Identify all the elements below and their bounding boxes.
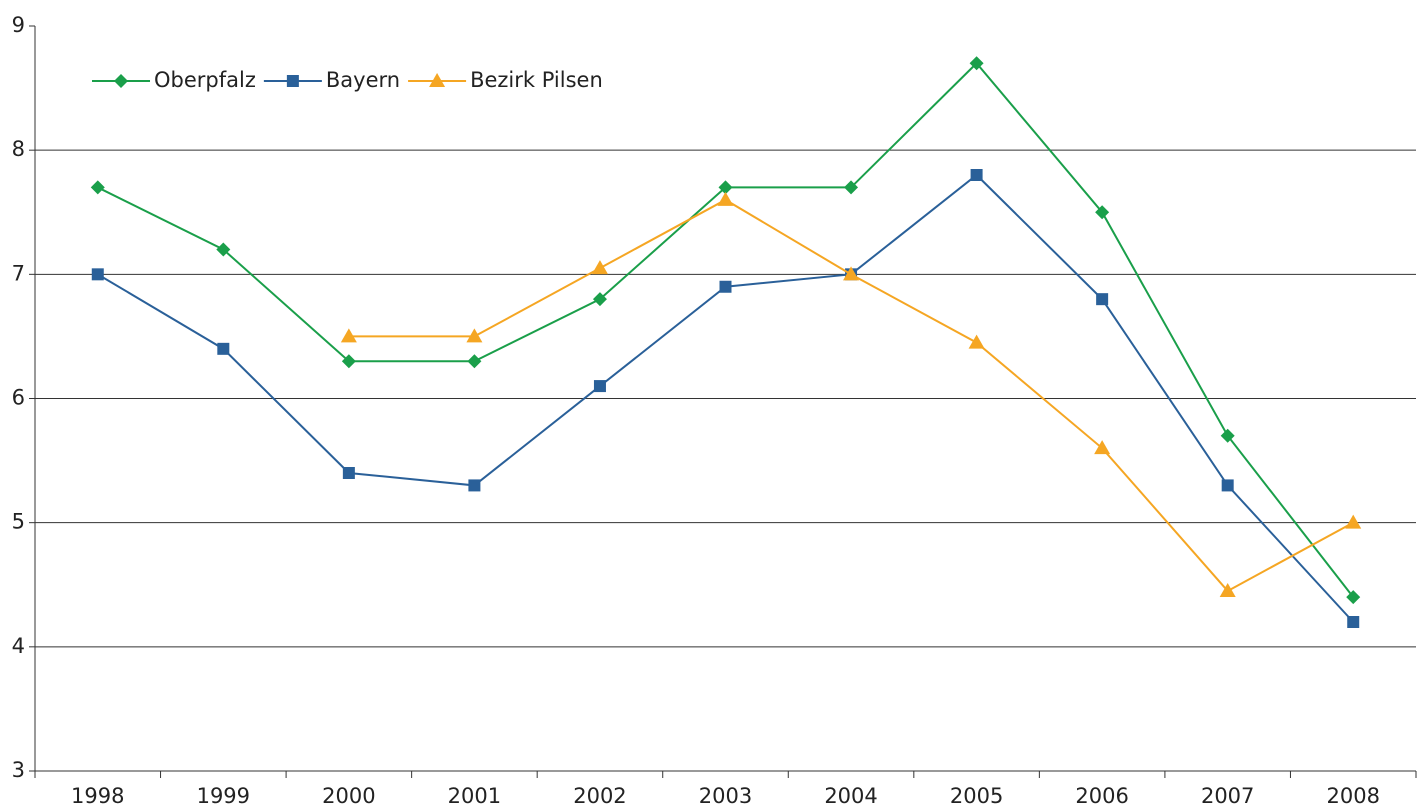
x-tick-label: 2005 — [950, 784, 1003, 808]
y-tick-label: 5 — [12, 510, 25, 534]
marker — [217, 342, 230, 355]
x-tick-label: 1999 — [197, 784, 250, 808]
x-tick-label: 2003 — [699, 784, 752, 808]
marker — [342, 467, 355, 479]
legend-label: Bezirk Pilsen — [470, 68, 603, 92]
y-tick-label: 4 — [12, 634, 25, 658]
marker — [843, 266, 860, 281]
x-tick-label: 2007 — [1201, 784, 1254, 808]
marker — [1221, 479, 1234, 492]
marker — [286, 75, 299, 87]
marker — [719, 280, 732, 293]
marker — [341, 354, 356, 369]
marker — [467, 354, 482, 369]
marker — [90, 180, 105, 195]
marker — [718, 180, 733, 195]
marker — [1346, 590, 1361, 605]
series-line — [97, 61, 1355, 598]
marker — [1347, 616, 1360, 628]
marker — [1345, 514, 1362, 529]
x-tick-label: 2000 — [322, 784, 375, 808]
marker — [1096, 293, 1109, 306]
legend-label: Bayern — [326, 68, 400, 92]
x-tick-label: 1998 — [71, 784, 124, 808]
marker — [1219, 582, 1236, 597]
y-tick-label: 3 — [12, 758, 25, 782]
marker — [466, 328, 483, 343]
legend-label: Oberpfalz — [154, 68, 256, 92]
y-tick-label: 6 — [12, 386, 25, 410]
marker — [968, 334, 985, 349]
marker — [468, 479, 481, 492]
x-tick-label: 2001 — [448, 784, 501, 808]
y-tick-label: 7 — [12, 261, 25, 285]
marker — [340, 328, 357, 343]
x-tick-label: 2002 — [573, 784, 626, 808]
marker — [970, 169, 983, 181]
x-tick-label: 2004 — [824, 784, 877, 808]
marker — [844, 180, 859, 195]
marker — [969, 56, 984, 71]
marker — [1220, 428, 1235, 443]
marker — [114, 74, 128, 88]
marker — [91, 268, 104, 281]
marker — [593, 380, 606, 393]
x-tick-label: 2006 — [1075, 784, 1128, 808]
marker — [1095, 205, 1110, 220]
y-tick-label: 9 — [12, 13, 25, 37]
series-line — [348, 198, 1354, 593]
x-tick-label: 2008 — [1327, 784, 1380, 808]
marker — [429, 73, 446, 87]
y-tick-label: 8 — [12, 137, 25, 161]
marker — [717, 191, 734, 206]
marker — [591, 260, 608, 275]
marker — [592, 292, 607, 307]
marker — [216, 242, 231, 257]
marker — [1094, 440, 1111, 455]
